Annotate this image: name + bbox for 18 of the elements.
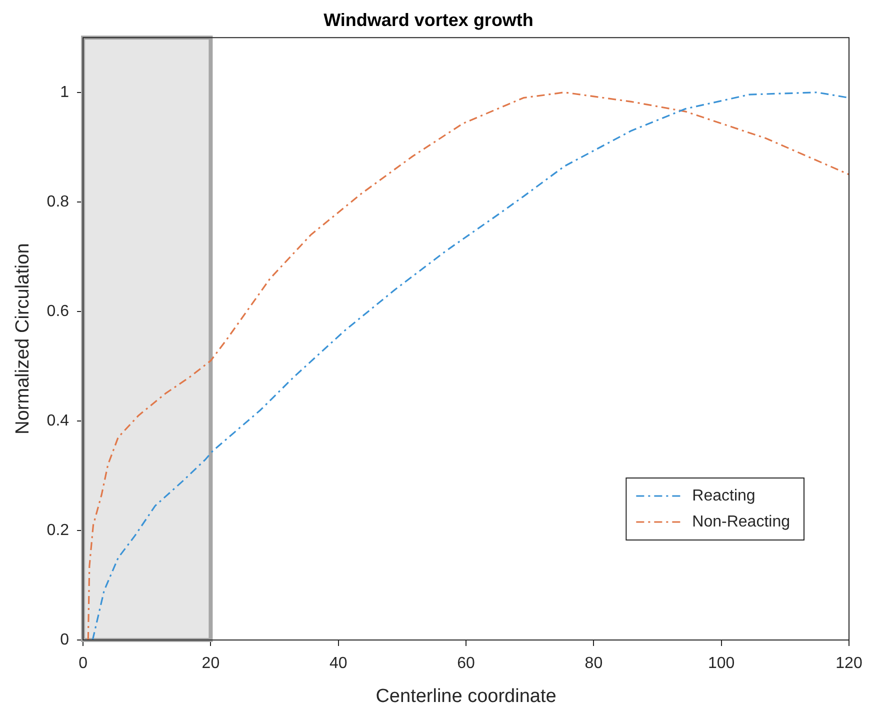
x-tick-label: 80 (584, 655, 603, 672)
x-tick-label: 20 (202, 655, 220, 672)
y-tick-label: 0.8 (46, 193, 70, 210)
y-tick-label: 0.4 (46, 412, 70, 430)
legend-label: Non-Reacting (692, 513, 790, 530)
legend-label: Reacting (692, 487, 756, 504)
x-tick-label: 40 (329, 655, 348, 672)
y-tick-label: 0.2 (46, 522, 70, 539)
x-tick-label: 60 (457, 655, 476, 672)
x-tick-label: 100 (708, 655, 735, 672)
chart-title: Windward vortex growth (324, 10, 534, 30)
x-axis-title: Centerline coordinate (376, 686, 556, 707)
x-tick-label: 120 (836, 655, 862, 672)
x-tick-label: 0 (78, 655, 88, 672)
y-tick-label: 0 (60, 631, 70, 648)
y-tick-label: 0.6 (46, 302, 70, 320)
y-tick-label: 1 (60, 84, 70, 101)
y-axis-title: Normalized Circulation (12, 243, 34, 434)
